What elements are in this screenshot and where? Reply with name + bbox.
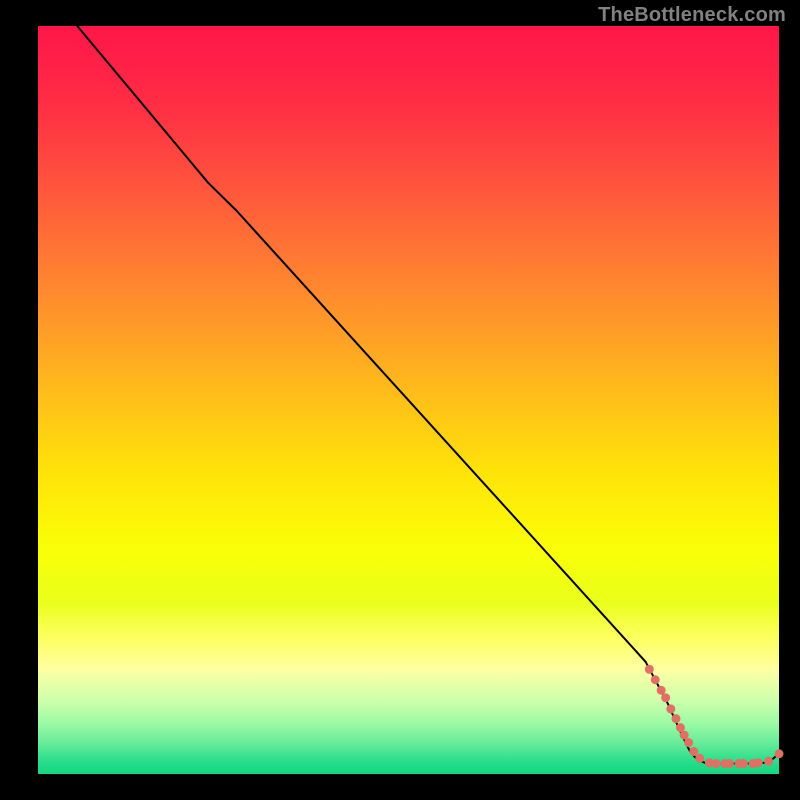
data-marker [666, 704, 675, 713]
data-marker [754, 758, 763, 767]
data-marker [680, 731, 689, 740]
data-marker [739, 759, 748, 768]
data-marker [764, 757, 773, 766]
data-marker [651, 675, 660, 684]
chart-canvas: TheBottleneck.com [0, 0, 800, 800]
data-marker [645, 665, 654, 674]
data-marker [672, 714, 681, 723]
data-marker [684, 738, 693, 747]
data-marker [689, 747, 698, 756]
watermark-text: TheBottleneck.com [598, 4, 786, 27]
bottleneck-chart-svg [0, 0, 800, 800]
data-marker [712, 759, 721, 768]
data-marker [695, 754, 704, 763]
data-marker [657, 686, 666, 695]
data-marker [775, 749, 784, 758]
data-marker [725, 759, 734, 768]
data-marker [661, 693, 670, 702]
